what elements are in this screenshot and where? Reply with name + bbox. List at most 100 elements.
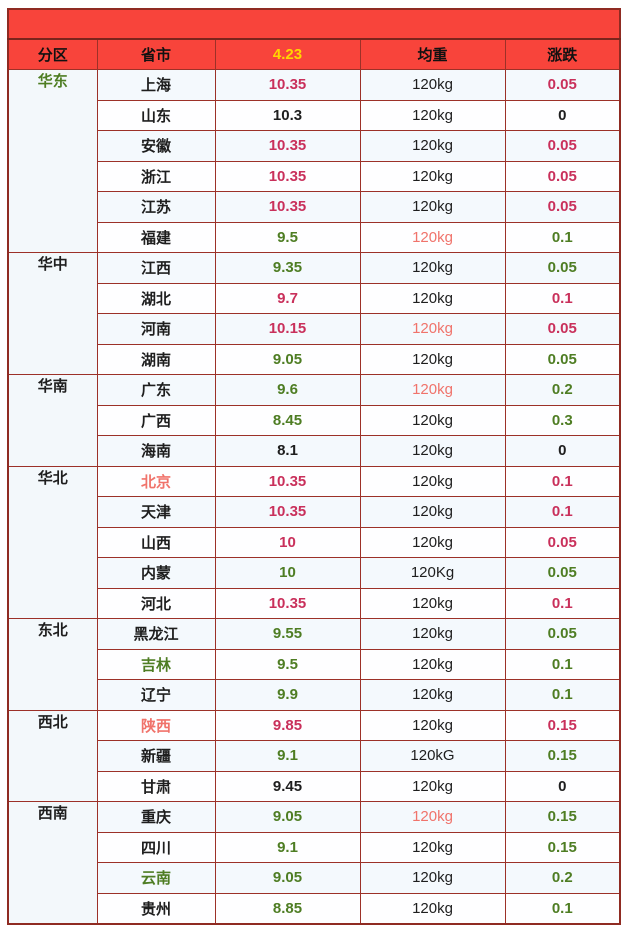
weight-cell: 120kg xyxy=(359,679,506,711)
table-row: 山西 10 120kg 0.05 xyxy=(8,526,621,558)
weight-cell: 120kg xyxy=(359,618,506,650)
price-cell: 9.6 xyxy=(214,374,361,406)
table-row: 贵州 8.85 120kg 0.1 xyxy=(8,892,621,925)
weight-cell: 120kg xyxy=(359,862,506,894)
change-cell: 0.1 xyxy=(504,648,621,680)
table-row: 河北 10.35 120kg 0.1 xyxy=(8,587,621,619)
table-row: 湖北 9.7 120kg 0.1 xyxy=(8,282,621,314)
change-cell: 0.05 xyxy=(504,130,621,162)
table-row: 湖南 9.05 120kg 0.05 xyxy=(8,343,621,375)
price-cell: 10.35 xyxy=(214,160,361,192)
weight-cell: 120kg xyxy=(359,160,506,192)
table-row: 广西 8.45 120kg 0.3 xyxy=(8,404,621,436)
change-cell: 0.3 xyxy=(504,404,621,436)
weight-cell: 120kg xyxy=(359,709,506,741)
price-cell: 10.35 xyxy=(214,191,361,223)
table-row: 海南 8.1 120kg 0 xyxy=(8,435,621,467)
province-cell: 广西 xyxy=(96,404,216,436)
weight-cell: 120kg xyxy=(359,343,506,375)
weight-cell: 120kg xyxy=(359,99,506,131)
change-cell: 0.05 xyxy=(504,526,621,558)
price-cell: 8.45 xyxy=(214,404,361,436)
province-cell: 湖南 xyxy=(96,343,216,375)
price-cell: 8.1 xyxy=(214,435,361,467)
price-cell: 10 xyxy=(214,557,361,589)
price-cell: 9.7 xyxy=(214,282,361,314)
province-cell: 天津 xyxy=(96,496,216,528)
change-cell: 0.05 xyxy=(504,69,621,101)
table-header-row: 分区 省市 4.23 均重 涨跌 xyxy=(7,38,621,70)
table-row: 福建 9.5 120kg 0.1 xyxy=(8,221,621,253)
province-cell: 辽宁 xyxy=(96,679,216,711)
weight-cell: 120kg xyxy=(359,374,506,406)
province-cell: 安徽 xyxy=(96,130,216,162)
table-row: 华东 上海 10.35 120kg 0.05 xyxy=(7,69,621,253)
table-row: 浙江 10.35 120kg 0.05 xyxy=(8,160,621,192)
price-table: 分区 省市 4.23 均重 涨跌 华东 上海 10.35 120kg 0.05 山东 10.… xyxy=(7,8,622,925)
province-cell: 黑龙江 xyxy=(96,618,216,650)
price-cell: 10.35 xyxy=(214,465,361,497)
price-cell: 10.35 xyxy=(214,69,361,101)
province-cell: 陕西 xyxy=(96,709,216,741)
price-cell: 10 xyxy=(214,526,361,558)
region-cell: 西南 xyxy=(7,801,98,925)
price-cell: 10.35 xyxy=(214,587,361,619)
province-cell: 河北 xyxy=(96,587,216,619)
weight-cell: 120kg xyxy=(359,831,506,863)
change-cell: 0.1 xyxy=(504,282,621,314)
price-cell: 8.85 xyxy=(214,892,361,925)
province-cell: 吉林 xyxy=(96,648,216,680)
province-cell: 江苏 xyxy=(96,191,216,223)
change-cell: 0.05 xyxy=(504,557,621,589)
weight-cell: 120kg xyxy=(359,526,506,558)
table-row: 西南 重庆 9.05 120kg 0.15 xyxy=(7,801,621,925)
region-cell: 西北 xyxy=(7,709,98,802)
province-cell: 重庆 xyxy=(96,801,216,833)
table-row: 华北 北京 10.35 120kg 0.1 xyxy=(7,465,621,619)
change-cell: 0.1 xyxy=(504,221,621,253)
change-cell: 0.2 xyxy=(504,862,621,894)
price-cell: 10.35 xyxy=(214,496,361,528)
top-banner xyxy=(7,8,621,40)
province-cell: 浙江 xyxy=(96,160,216,192)
price-cell: 9.5 xyxy=(214,221,361,253)
table-row: 四川 9.1 120kg 0.15 xyxy=(8,831,621,863)
weight-cell: 120kG xyxy=(359,740,506,772)
province-cell: 福建 xyxy=(96,221,216,253)
change-cell: 0.05 xyxy=(504,252,621,284)
region-cell: 华南 xyxy=(7,374,98,467)
price-cell: 9.9 xyxy=(214,679,361,711)
table-row: 云南 9.05 120kg 0.2 xyxy=(8,862,621,894)
price-cell: 9.1 xyxy=(214,740,361,772)
change-cell: 0.1 xyxy=(504,679,621,711)
table-row: 东北 黑龙江 9.55 120kg 0.05 xyxy=(7,618,621,711)
region-cell: 东北 xyxy=(7,618,98,711)
change-cell: 0 xyxy=(504,770,621,802)
price-cell: 9.55 xyxy=(214,618,361,650)
province-cell: 海南 xyxy=(96,435,216,467)
province-cell: 内蒙 xyxy=(96,557,216,589)
change-cell: 0.05 xyxy=(504,618,621,650)
change-cell: 0.05 xyxy=(504,191,621,223)
change-cell: 0.1 xyxy=(504,465,621,497)
change-cell: 0 xyxy=(504,435,621,467)
change-cell: 0.15 xyxy=(504,709,621,741)
table-row: 山东 10.3 120kg 0 xyxy=(8,99,621,131)
weight-cell: 120kg xyxy=(359,282,506,314)
price-cell: 9.05 xyxy=(214,801,361,833)
change-cell: 0 xyxy=(504,99,621,131)
weight-cell: 120kg xyxy=(359,648,506,680)
price-cell: 9.35 xyxy=(214,252,361,284)
price-cell: 10.3 xyxy=(214,99,361,131)
weight-cell: 120kg xyxy=(359,404,506,436)
weight-cell: 120kg xyxy=(359,69,506,101)
table-row: 内蒙 10 120Kg 0.05 xyxy=(8,557,621,589)
table-row: 华南 广东 9.6 120kg 0.2 xyxy=(7,374,621,467)
weight-cell: 120kg xyxy=(359,770,506,802)
table-row: 辽宁 9.9 120kg 0.1 xyxy=(8,679,621,711)
table-row: 江苏 10.35 120kg 0.05 xyxy=(8,191,621,223)
province-cell: 河南 xyxy=(96,313,216,345)
province-cell: 江西 xyxy=(96,252,216,284)
table-row: 新疆 9.1 120kG 0.15 xyxy=(8,740,621,772)
change-cell: 0.15 xyxy=(504,801,621,833)
